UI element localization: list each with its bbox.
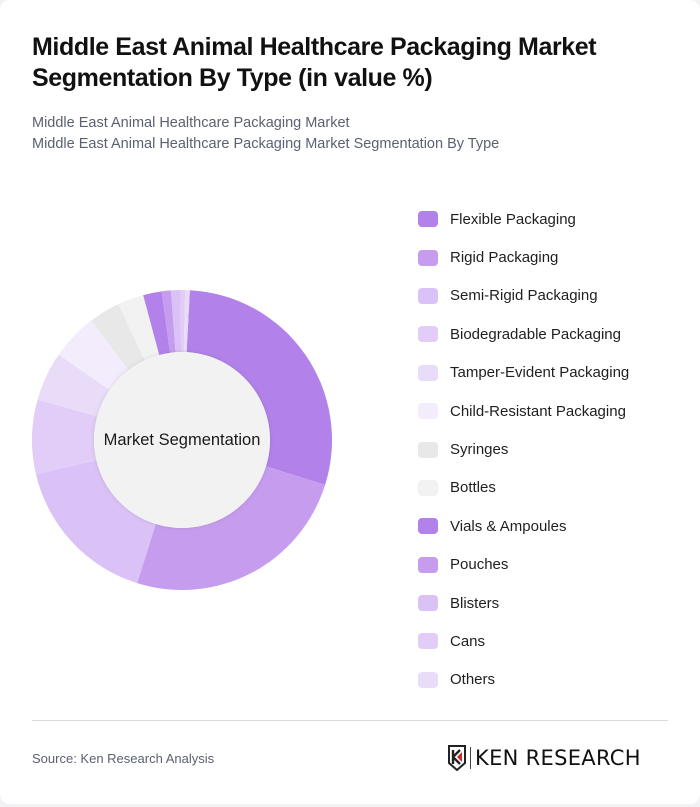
legend-swatch: [418, 287, 438, 304]
legend-label: Rigid Packaging: [450, 249, 559, 267]
logo-text: KEN RESEARCH: [475, 746, 641, 770]
donut-slice[interactable]: [186, 290, 332, 485]
donut-slice[interactable]: [91, 304, 145, 371]
legend-label: Syringes: [450, 441, 509, 459]
chart-subtitle: Middle East Animal Healthcare Packaging …: [32, 113, 672, 155]
donut-slice[interactable]: [35, 460, 156, 584]
donut-slice[interactable]: [118, 295, 160, 361]
donut-center-label: Market Segmentation: [103, 430, 261, 449]
legend-item[interactable]: Others: [418, 661, 678, 699]
subtitle-line-1: Middle East Animal Healthcare Packaging …: [32, 115, 350, 131]
legend-swatch: [418, 479, 438, 496]
legend-item[interactable]: Vials & Ampoules: [418, 507, 678, 545]
ken-research-logo: KEN RESEARCH: [447, 744, 641, 772]
donut-svg: [32, 290, 332, 590]
legend-item[interactable]: Bottles: [418, 469, 678, 507]
legend-item[interactable]: Rigid Packaging: [418, 238, 678, 276]
donut-slice[interactable]: [32, 399, 98, 475]
legend-swatch: [418, 211, 438, 228]
legend-swatch: [418, 249, 438, 266]
legend-swatch: [418, 595, 438, 612]
legend-swatch: [418, 326, 438, 343]
legend-item[interactable]: Syringes: [418, 430, 678, 468]
legend-swatch: [418, 633, 438, 650]
donut-slices: [32, 290, 332, 590]
donut-slice[interactable]: [161, 290, 176, 353]
legend-swatch: [418, 671, 438, 688]
footer-divider: [32, 720, 668, 721]
ken-research-logo-icon: [448, 745, 466, 771]
donut-slice[interactable]: [137, 466, 326, 590]
legend-label: Biodegradable Packaging: [450, 325, 621, 343]
chart-legend: Flexible Packaging Rigid Packaging Semi-Ri…: [418, 200, 678, 699]
legend-item[interactable]: Biodegradable Packaging: [418, 315, 678, 353]
donut-chart: Market Segmentation: [32, 290, 332, 590]
legend-label: Flexible Packaging: [450, 210, 576, 228]
legend-swatch: [418, 441, 438, 458]
donut-center: [94, 352, 270, 528]
subtitle-line-2: Middle East Animal Healthcare Packaging …: [32, 136, 500, 152]
legend-label: Cans: [450, 632, 486, 650]
legend-item[interactable]: Blisters: [418, 584, 678, 622]
legend-item[interactable]: Child-Resistant Packaging: [418, 392, 678, 430]
legend-item[interactable]: Cans: [418, 622, 678, 660]
legend-swatch: [418, 556, 438, 573]
legend-swatch: [418, 518, 438, 535]
legend-item[interactable]: Pouches: [418, 546, 678, 584]
donut-slice[interactable]: [58, 320, 129, 390]
donut-slice[interactable]: [171, 290, 182, 353]
legend-label: Pouches: [450, 556, 509, 574]
source-note: Source: Ken Research Analysis: [32, 751, 215, 766]
legend-item[interactable]: Semi-Rigid Packaging: [418, 277, 678, 315]
donut-slice[interactable]: [180, 290, 186, 353]
donut-slice[interactable]: [37, 354, 110, 417]
legend-swatch: [418, 403, 438, 420]
legend-label: Tamper-Evident Packaging: [450, 364, 630, 382]
legend-label: Semi-Rigid Packaging: [450, 287, 598, 305]
logo-separator: [470, 747, 471, 769]
legend-label: Blisters: [450, 594, 500, 612]
legend-label: Child-Resistant Packaging: [450, 402, 626, 420]
legend-swatch: [418, 364, 438, 381]
legend-label: Bottles: [450, 479, 496, 497]
legend-label: Others: [450, 671, 496, 689]
donut-slice[interactable]: [143, 291, 171, 355]
legend-label: Vials & Ampoules: [450, 517, 567, 535]
legend-item[interactable]: Tamper-Evident Packaging: [418, 354, 678, 392]
chart-title: Middle East Animal Healthcare Packaging …: [32, 33, 597, 92]
donut-slice[interactable]: [183, 290, 190, 353]
legend-item[interactable]: Flexible Packaging: [418, 200, 678, 238]
